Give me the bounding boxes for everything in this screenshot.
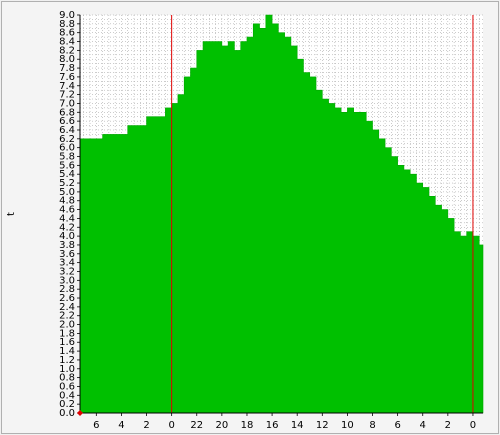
- y-tick-label: 2.8: [59, 284, 75, 295]
- y-tick-label: 3.4: [59, 258, 75, 269]
- y-tick-label: 7.8: [59, 63, 75, 74]
- x-tick-label: 6: [93, 420, 99, 431]
- x-tick-label: 12: [316, 420, 329, 431]
- axis-origin-arrow: [77, 410, 83, 416]
- x-tick-label: 0: [168, 420, 174, 431]
- x-tick-label: 4: [420, 420, 426, 431]
- y-tick-label: 4.0: [59, 231, 75, 242]
- y-tick-label: 2.0: [59, 320, 75, 331]
- y-tick-label: 1.2: [59, 355, 75, 366]
- x-tick-label: 2: [143, 420, 149, 431]
- y-tick-label: 5.6: [59, 160, 75, 171]
- y-tick-label: 6.4: [59, 125, 75, 136]
- y-tick-label: 2.2: [59, 311, 75, 322]
- y-tick-label: 2.4: [59, 302, 75, 313]
- y-tick-label: 2.6: [59, 293, 75, 304]
- y-tick-label: 1.8: [59, 328, 75, 339]
- y-tick-label: 8.8: [59, 19, 75, 30]
- y-axis-label: t: [6, 212, 17, 216]
- y-tick-label: 0.8: [59, 373, 75, 384]
- y-axis-ticks: 0.00.20.40.60.81.01.21.41.61.82.02.22.42…: [59, 10, 80, 419]
- y-tick-label: 6.8: [59, 107, 75, 118]
- x-tick-label: 14: [291, 420, 304, 431]
- y-tick-label: 0.4: [59, 390, 75, 401]
- y-tick-label: 4.6: [59, 205, 75, 216]
- y-tick-label: 8.0: [59, 54, 75, 65]
- y-tick-label: 8.2: [59, 45, 75, 56]
- y-tick-label: 6.6: [59, 116, 75, 127]
- y-tick-label: 0.0: [59, 408, 75, 419]
- y-tick-label: 5.8: [59, 152, 75, 163]
- y-tick-label: 1.0: [59, 364, 75, 375]
- y-tick-label: 9.0: [59, 10, 75, 21]
- y-tick-label: 5.4: [59, 169, 75, 180]
- x-tick-label: 20: [215, 420, 228, 431]
- y-tick-label: 7.4: [59, 81, 75, 92]
- y-tick-label: 7.6: [59, 72, 75, 83]
- y-tick-label: 3.2: [59, 266, 75, 277]
- y-tick-label: 8.6: [59, 28, 75, 39]
- y-tick-label: 5.0: [59, 187, 75, 198]
- y-tick-label: 4.2: [59, 222, 75, 233]
- x-tick-label: 10: [341, 420, 354, 431]
- y-tick-label: 1.6: [59, 337, 75, 348]
- x-tick-label: 16: [266, 420, 279, 431]
- y-tick-label: 0.6: [59, 381, 75, 392]
- x-tick-label: 18: [241, 420, 254, 431]
- y-tick-label: 7.2: [59, 90, 75, 101]
- x-axis-ticks: 6 4 2 0 22 20 18 16 14 12 10 8 6 4 2 0: [93, 413, 476, 431]
- x-tick-label: 22: [190, 420, 203, 431]
- x-tick-label: 8: [369, 420, 375, 431]
- y-tick-label: 7.0: [59, 98, 75, 109]
- y-tick-label: 3.8: [59, 240, 75, 251]
- y-tick-label: 4.4: [59, 213, 75, 224]
- y-tick-label: 3.6: [59, 249, 75, 260]
- y-tick-label: 3.0: [59, 275, 75, 286]
- y-tick-label: 5.2: [59, 178, 75, 189]
- y-tick-label: 4.8: [59, 196, 75, 207]
- x-tick-label: 0: [470, 420, 476, 431]
- y-tick-label: 1.4: [59, 346, 75, 357]
- y-tick-label: 6.0: [59, 143, 75, 154]
- y-tick-label: 8.4: [59, 37, 75, 48]
- y-tick-label: 0.2: [59, 399, 75, 410]
- day-markers: [171, 15, 474, 413]
- y-tick-label: 6.2: [59, 134, 75, 145]
- x-tick-label: 6: [394, 420, 400, 431]
- x-tick-label: 4: [118, 420, 124, 431]
- x-tick-label: 2: [445, 420, 451, 431]
